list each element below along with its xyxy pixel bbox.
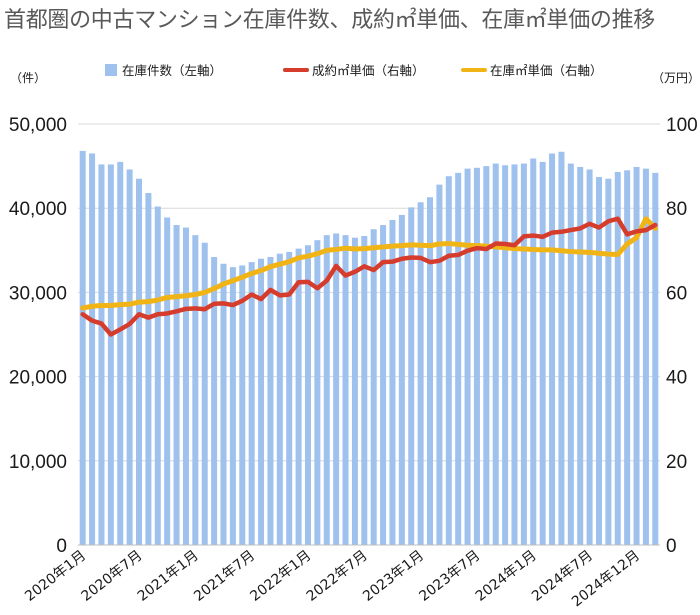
inventory-bar: [455, 172, 462, 545]
inventory-bar: [586, 169, 593, 545]
inventory-bar: [408, 207, 415, 545]
inventory-bar: [427, 197, 434, 545]
y-left-tick-label: 20,000: [9, 368, 67, 389]
inventory-bar: [492, 163, 499, 545]
inventory-bar: [323, 235, 330, 546]
inventory-bar: [380, 225, 387, 546]
y-left-tick-label: 10,000: [9, 452, 67, 473]
inventory-bar: [502, 165, 509, 545]
y-right-tick-label: 100: [666, 115, 698, 136]
legend-label: 在庫件数（左軸）: [122, 63, 222, 78]
inventory-bar: [117, 161, 124, 545]
y-left-tick-label: 40,000: [9, 199, 67, 220]
inventory-bar: [258, 258, 265, 545]
inventory-bar: [624, 170, 631, 545]
legend: 在庫件数（左軸） 成約㎡単価（右軸） 在庫㎡単価（右軸）: [105, 63, 603, 78]
x-tick-label: 2022年7月: [304, 548, 371, 605]
inventory-bar: [398, 214, 405, 545]
y-right-tick-label: 60: [666, 283, 687, 304]
inventory-bar: [530, 158, 537, 545]
chart-title: 首都圏の中古マンション在庫件数、成約㎡単価、在庫㎡単価の推移: [4, 8, 656, 33]
inventory-bar: [652, 172, 659, 545]
inventory-bar: [436, 184, 443, 545]
x-tick-label: 2023年7月: [416, 548, 483, 605]
inventory-bar: [520, 163, 527, 545]
inventory-bar: [164, 217, 171, 545]
inventory-bar: [192, 235, 199, 546]
inventory-bars: [79, 150, 659, 546]
y-right-tick-label: 0: [666, 536, 677, 557]
inventory-bar: [211, 257, 218, 545]
y-left-tick-label: 0: [56, 536, 67, 557]
inventory-bar: [361, 235, 368, 545]
y-right-tick-label: 40: [666, 368, 687, 389]
inventory-bar: [614, 171, 621, 545]
x-tick-label: 2022年1月: [247, 548, 314, 605]
y-right-tick-label: 80: [666, 199, 687, 220]
legend-label: 成約㎡単価（右軸）: [312, 63, 425, 78]
y-right-tick-label: 20: [666, 452, 687, 473]
inventory-bar: [286, 251, 293, 545]
contract-price-line: [80, 216, 658, 337]
inventory-bar: [276, 253, 283, 545]
inventory-bar: [182, 227, 189, 546]
inventory-bar: [558, 151, 565, 545]
inventory-bar: [333, 233, 340, 545]
legend-swatch-inventory: [105, 64, 117, 76]
inventory-bar: [136, 178, 143, 546]
stock-price-line: [80, 216, 658, 311]
inventory-bar: [173, 225, 180, 546]
inventory-bar: [445, 176, 452, 546]
inventory-bar: [370, 229, 377, 545]
inventory-bar: [201, 242, 208, 546]
inventory-bar: [389, 219, 396, 545]
inventory-bar: [220, 263, 227, 545]
price-lines: [80, 216, 658, 337]
inventory-bar: [154, 206, 161, 546]
inventory-bar: [473, 167, 480, 545]
legend-label: 在庫㎡単価（右軸）: [490, 63, 603, 78]
inventory-bar: [483, 166, 490, 545]
inventory-bar: [595, 177, 602, 545]
x-tick-label: 2021年7月: [191, 548, 258, 605]
inventory-bar: [633, 166, 640, 545]
y-left-tick-label: 50,000: [9, 115, 67, 136]
inventory-bar: [642, 168, 649, 545]
inventory-bar: [351, 237, 358, 546]
inventory-bar: [342, 235, 349, 546]
inventory-bar: [248, 262, 255, 545]
inventory-bar: [549, 153, 556, 545]
inventory-bar: [79, 150, 86, 545]
inventory-bar: [295, 248, 302, 545]
inventory-bar: [539, 161, 546, 545]
x-tick-label: 2020年7月: [78, 548, 145, 605]
x-tick-label: 2024年1月: [473, 548, 540, 605]
inventory-bar: [126, 169, 133, 545]
inventory-bar: [239, 265, 246, 545]
x-tick-label: 2023年1月: [360, 548, 427, 605]
inventory-bar: [304, 245, 311, 546]
inventory-bar: [567, 163, 574, 545]
inventory-bar: [229, 267, 236, 545]
y-right-unit: （万円）: [652, 71, 700, 85]
y-left-tick-label: 30,000: [9, 283, 67, 304]
inventory-bar: [577, 166, 584, 545]
inventory-bar: [464, 168, 471, 545]
inventory-bar: [511, 164, 518, 545]
y-left-unit: （件）: [10, 71, 46, 85]
inventory-bar: [145, 193, 152, 545]
inventory-bar: [89, 153, 96, 545]
inventory-bar: [98, 164, 105, 545]
x-tick-label: 2021年1月: [135, 548, 202, 605]
inventory-bar: [107, 164, 114, 545]
inventory-bar: [417, 202, 424, 545]
inventory-bar: [605, 178, 612, 546]
inventory-bar: [314, 240, 321, 546]
inventory-bar: [267, 257, 274, 545]
